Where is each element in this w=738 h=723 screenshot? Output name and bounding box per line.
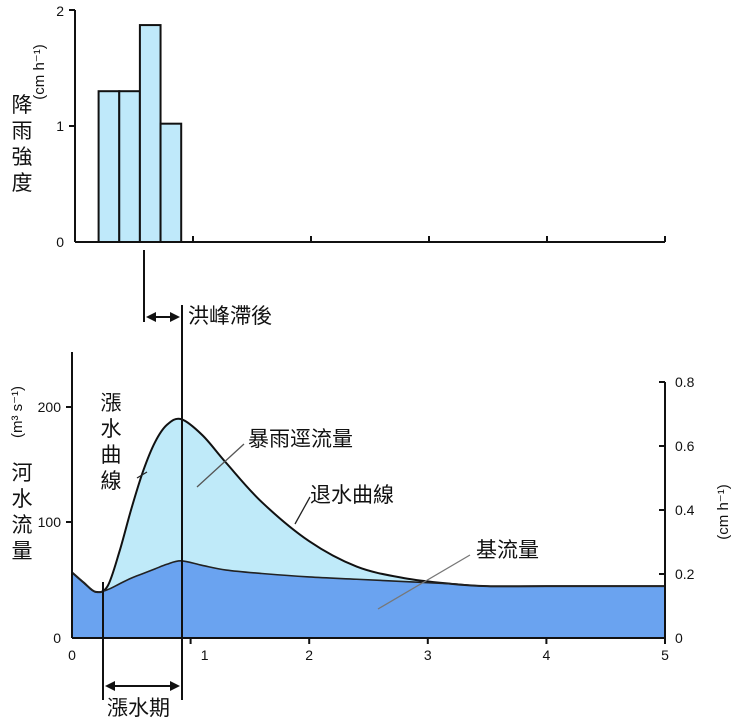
right-y-tick-label: 0.6 (675, 438, 695, 454)
rainfall-y-tick-label-2: 2 (56, 3, 64, 19)
rising-limb-label: 漲水曲線 (101, 391, 122, 493)
lag-label: 洪峰滯後 (188, 304, 272, 328)
storm-runoff-label: 暴雨逕流量 (248, 427, 353, 451)
rainfall-y-label: 降雨強度 (12, 93, 33, 195)
time-x-tick-label: 1 (201, 647, 209, 663)
discharge-y-unit: (m³ s⁻¹) (9, 386, 26, 438)
rising-period-arrow-left (105, 681, 115, 691)
right-y-ticks: 0 0.2 0.4 0.6 0.8 (659, 374, 695, 646)
recession-limb-label: 退水曲線 (310, 483, 394, 507)
rainfall-y-tick-label-1: 1 (56, 118, 64, 134)
discharge-y-label: 河水流量 (12, 461, 33, 563)
right-y-tick-label: 0.4 (675, 502, 695, 518)
time-x-ticks: 0 1 2 3 4 5 (68, 638, 669, 663)
right-y-tick-label: 0.2 (675, 566, 695, 582)
rainfall-bar (118, 90, 141, 243)
recession-limb-pointer (294, 496, 311, 525)
lag-indicator: 洪峰滯後 (143, 250, 272, 328)
storm-runoff-pointer (196, 443, 245, 488)
baseflow-pointer (377, 554, 471, 610)
baseflow-label: 基流量 (476, 538, 539, 562)
baseflow-line (71, 560, 665, 594)
rainfall-bar (138, 24, 162, 243)
time-x-tick-label: 4 (543, 647, 551, 663)
right-y-tick-label: 0.8 (675, 374, 695, 390)
baseflow-area (72, 560, 665, 638)
rainfall-y-unit: (cm h⁻¹) (31, 44, 48, 99)
discharge-y-tick-label-100: 100 (38, 514, 62, 530)
time-x-tick-label: 2 (305, 647, 313, 663)
right-y-tick-label: 0 (675, 630, 683, 646)
rainfall-bars (97, 24, 183, 243)
rainfall-bar (159, 122, 183, 243)
rainfall-bar (97, 90, 121, 243)
time-x-tick-label: 5 (661, 647, 669, 663)
rising-period-label: 漲水期 (107, 696, 170, 720)
time-x-tick-label: 3 (424, 647, 432, 663)
rainfall-panel: 2 1 0 (cm h⁻¹) 降雨強度 (12, 3, 666, 250)
discharge-y-tick-label-0: 0 (53, 630, 61, 646)
time-x-tick-label: 0 (68, 647, 76, 663)
lag-arrow-right (170, 312, 180, 322)
rising-limb-pointer (136, 471, 148, 479)
lag-arrow-left (146, 312, 156, 322)
discharge-y-tick-label-200: 200 (38, 399, 62, 415)
rising-period-arrow-right (170, 681, 180, 691)
rainfall-x-ticks (192, 236, 666, 242)
right-y-unit: (cm h⁻¹) (715, 484, 732, 539)
rainfall-y-tick-label-0: 0 (56, 234, 64, 250)
